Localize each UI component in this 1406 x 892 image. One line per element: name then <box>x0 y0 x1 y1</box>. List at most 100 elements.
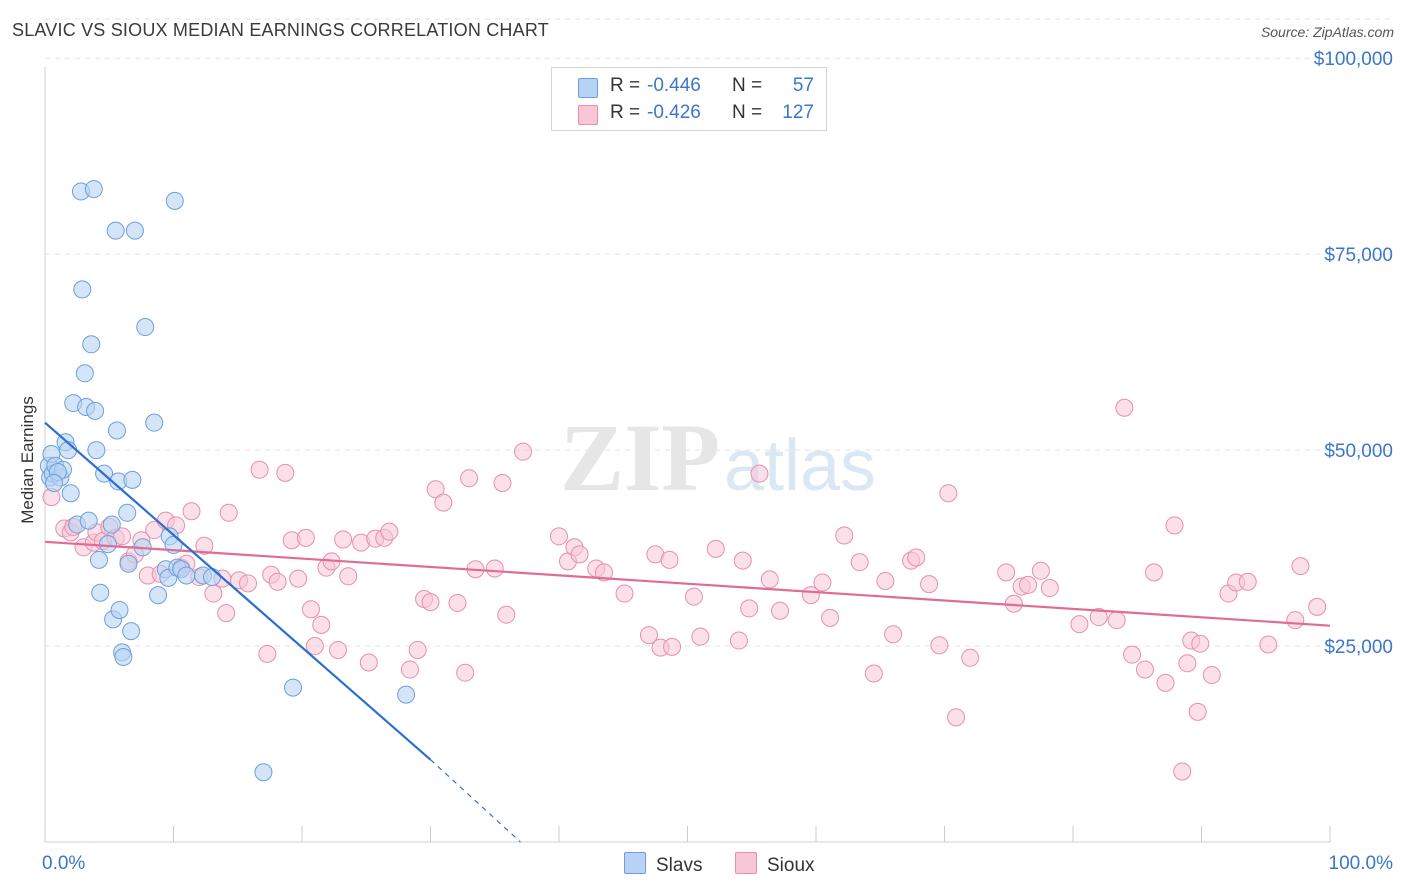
sioux-point <box>1202 666 1221 685</box>
sioux-point <box>733 551 752 570</box>
sioux-point <box>485 559 504 578</box>
legend-row-slavs: R = -0.446 N = 57 <box>552 74 826 102</box>
sioux-point <box>1188 702 1207 721</box>
sioux-point <box>219 503 238 522</box>
axis-labels: $25,000 $50,000 $75,000 $100,000 0.0% 100.0% M… <box>18 49 1393 874</box>
slavs-point <box>91 583 110 602</box>
slavs-point <box>203 568 222 587</box>
sioux-point <box>884 625 903 644</box>
sioux-point <box>961 648 980 667</box>
sioux-point <box>497 605 516 624</box>
sioux-point <box>997 563 1016 582</box>
slavs-point <box>165 191 184 210</box>
sioux-point <box>930 636 949 655</box>
sioux-point <box>1070 615 1089 634</box>
slavs-point <box>125 221 144 240</box>
sioux-legend-label: Sioux <box>767 855 815 876</box>
sioux-point <box>460 469 479 488</box>
sioux-point <box>760 570 779 589</box>
slavs-point <box>75 364 94 383</box>
sioux-point <box>1135 660 1154 679</box>
slavs-point <box>84 180 103 199</box>
sioux-point <box>1286 611 1305 630</box>
sioux-point <box>301 600 320 619</box>
sioux-point <box>1156 673 1175 692</box>
sioux-point <box>1173 762 1192 781</box>
slavs-point <box>254 763 273 782</box>
chart-title: SLAVIC VS SIOUX MEDIAN EARNINGS CORRELAT… <box>12 20 549 40</box>
sioux-point <box>1019 575 1038 594</box>
sioux-point <box>1089 608 1108 627</box>
y-tick-label: $100,000 <box>1314 49 1393 70</box>
sioux-point <box>239 574 258 593</box>
sioux-point <box>939 484 958 503</box>
slavs-point <box>110 600 129 619</box>
slavs-point <box>44 474 63 493</box>
sioux-point <box>750 464 769 483</box>
r-label: R = <box>610 102 641 123</box>
sioux-point <box>514 442 533 461</box>
sioux-point <box>1031 561 1050 580</box>
sioux-point <box>456 663 475 682</box>
sioux-point <box>408 640 427 659</box>
sioux-point <box>1238 572 1257 591</box>
slavs-point <box>149 586 168 605</box>
sioux-point <box>691 627 710 646</box>
source-label: Source: ZipAtlas.com <box>1260 24 1394 40</box>
sioux-point <box>359 653 378 672</box>
sioux-point <box>426 480 445 499</box>
slavs-point <box>87 441 106 460</box>
y-tick-label: $50,000 <box>1324 441 1393 462</box>
sioux-point <box>706 539 725 558</box>
sioux-point <box>1144 563 1163 582</box>
slavs-point <box>114 648 133 667</box>
sioux-point <box>1191 634 1210 653</box>
slavs-point <box>107 421 126 440</box>
slavs-points <box>39 180 416 782</box>
y-tick-label: $25,000 <box>1324 637 1393 658</box>
slavs-legend-label: Slavs <box>656 855 703 876</box>
x-tick-label: 0.0% <box>42 853 85 874</box>
slavs-point <box>136 318 155 337</box>
n-value: 57 <box>792 75 814 96</box>
bottom-legend-sioux: Sioux <box>735 852 815 877</box>
sioux-point <box>684 587 703 606</box>
sioux-point <box>312 615 331 634</box>
sioux-legend-swatch <box>735 852 757 874</box>
sioux-point <box>250 460 269 479</box>
slavs-trend-line <box>44 421 432 761</box>
sioux-point <box>400 660 419 679</box>
slavs-point <box>86 401 105 420</box>
sioux-point <box>113 527 132 546</box>
slavs-point <box>89 550 108 569</box>
sioux-point <box>268 572 287 591</box>
sioux-point <box>305 637 324 656</box>
slavs-point <box>119 554 138 573</box>
sioux-point <box>1107 611 1126 630</box>
sioux-point <box>570 545 589 564</box>
sioux-point <box>920 575 939 594</box>
sioux-point <box>1115 398 1134 417</box>
sioux-point <box>1308 597 1327 616</box>
sioux-point <box>334 530 353 549</box>
r-value: -0.446 <box>647 75 701 96</box>
bottom-legend-slavs: Slavs <box>624 852 702 877</box>
sioux-point <box>1291 557 1310 576</box>
gridlines <box>45 18 1392 647</box>
sioux-point <box>876 571 895 590</box>
sioux-point <box>835 526 854 545</box>
correlation-legend: R = -0.446 N = 57 R = -0.426 N = 127 <box>551 67 827 131</box>
sioux-point <box>615 584 634 603</box>
slavs-swatch <box>578 78 598 98</box>
sioux-point <box>1040 579 1059 598</box>
sioux-point <box>217 604 236 623</box>
slavs-point <box>106 221 125 240</box>
sioux-point <box>850 553 869 572</box>
slavs-point <box>79 511 98 530</box>
watermark-atlas: atlas <box>724 426 876 506</box>
sioux-point <box>493 474 512 493</box>
sioux-point <box>594 563 613 582</box>
sioux-point <box>813 573 832 592</box>
n-label: N = <box>732 75 763 96</box>
